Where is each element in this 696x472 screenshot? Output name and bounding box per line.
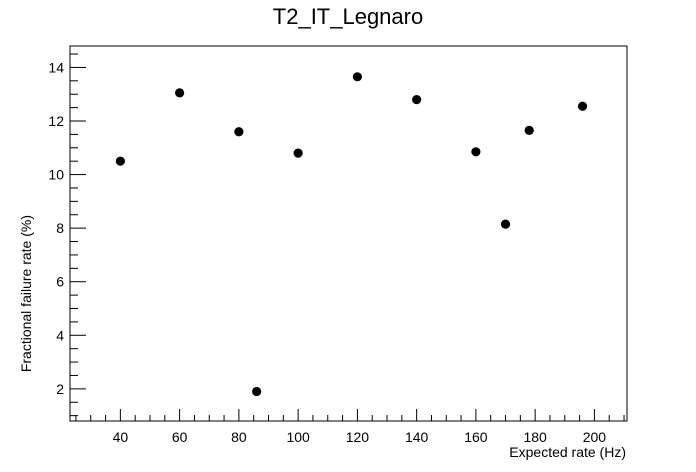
axes: 40 60 80 100 120 140 160 180 200 2 4 6 8 10 12 14: [48, 45, 628, 445]
data-point: [293, 148, 303, 158]
plot-frame: [69, 45, 628, 422]
y-axis-label: Fractional failure rate (%): [18, 215, 34, 372]
y-tick-label: 10: [48, 167, 64, 183]
data-point: [412, 94, 422, 105]
y-tick-label: 14: [48, 59, 64, 75]
data-point: [115, 156, 125, 166]
y-tick-label: 2: [56, 381, 64, 397]
data-point: [234, 127, 244, 137]
data-point: [175, 88, 185, 98]
y-tick-label: 4: [56, 327, 64, 343]
data-point: [471, 147, 481, 157]
data-point: [524, 125, 534, 135]
x-tick-label: 200: [583, 429, 607, 445]
data-point: [577, 101, 588, 111]
data-point: [500, 219, 511, 229]
data-point: [352, 72, 362, 82]
x-tick-label: 120: [346, 429, 370, 445]
x-tick-label: 60: [172, 429, 188, 445]
x-tick-label: 40: [113, 429, 129, 445]
data-point: [252, 386, 262, 397]
data-points: [115, 72, 588, 397]
x-tick-label: 160: [464, 429, 488, 445]
x-axis-label: Expected rate (Hz): [509, 444, 626, 460]
y-tick-label: 8: [56, 220, 64, 236]
chart-title: T2_IT_Legnaro: [273, 4, 423, 29]
x-tick-label: 180: [523, 429, 547, 445]
x-tick-label: 100: [286, 429, 310, 445]
y-tick-label: 6: [56, 274, 64, 290]
x-tick-label: 140: [405, 429, 429, 445]
y-tick-label: 12: [48, 113, 64, 129]
x-tick-label: 80: [231, 429, 247, 445]
